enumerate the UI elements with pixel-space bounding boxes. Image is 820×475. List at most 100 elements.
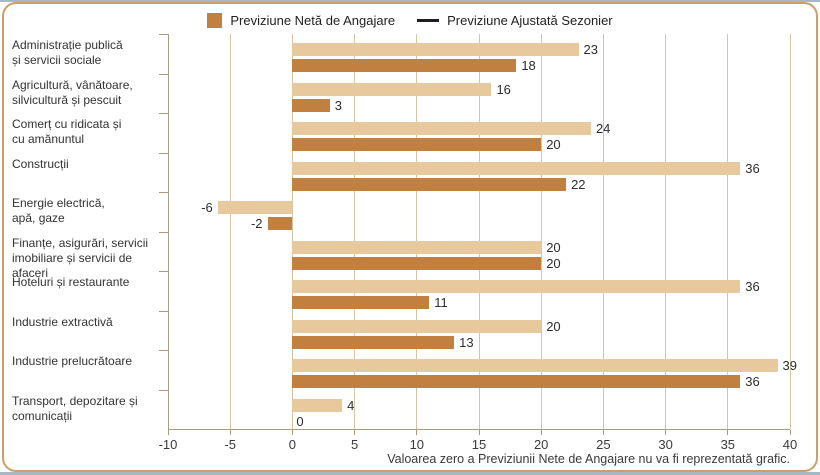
value-label: 20: [546, 255, 561, 271]
category-label-line: cu amănuntul: [12, 132, 85, 146]
value-label: 18: [521, 58, 536, 73]
x-axis-tick: [789, 430, 791, 435]
category-label: Construcții: [12, 153, 168, 193]
bar: [292, 280, 741, 293]
grid-line: [478, 34, 480, 429]
value-label: 20: [546, 137, 561, 152]
x-axis-tick-label: 35: [720, 437, 736, 452]
bar-row: 23 18: [168, 34, 790, 74]
bar-row: 20 13: [168, 311, 790, 351]
x-axis-tick-label: 20: [533, 437, 549, 452]
category-boundary-tick: [159, 271, 168, 272]
chart-footnote: Valoarea zero a Previziunii Nete de Anga…: [387, 452, 790, 466]
bar: [292, 319, 542, 333]
category-label: Hoteluri și restaurante: [12, 271, 168, 311]
category-label-line: apă, gaze: [12, 211, 65, 225]
value-label: 24: [595, 121, 611, 136]
plot-area: 23 18 16 3 24 20 36 22 -6 -2 20 20 36 11 20 13 39 36 4 0: [159, 34, 797, 430]
bar: [292, 375, 741, 388]
value-label: 36: [745, 279, 760, 294]
x-axis-tick-label: 25: [596, 437, 611, 452]
legend-label-seasonal: Previziune Ajustată Sezonier: [447, 12, 613, 28]
category-label-line: comunicații: [12, 408, 73, 423]
bar: [292, 177, 567, 191]
category-label: Transport, depozitare și comunicații: [12, 390, 168, 430]
category-label-line: Agricultură, vânătoare,: [12, 77, 133, 92]
value-label: 11: [434, 295, 448, 310]
value-label: 4: [347, 397, 355, 413]
category-label: Energie electrică, apă, gaze: [12, 192, 168, 232]
category-label-line: și servicii sociale: [12, 53, 102, 67]
window-edge-top: [0, 0, 820, 2]
bar: [292, 296, 430, 309]
category-boundary-tick: [159, 231, 168, 233]
bar: [292, 122, 591, 135]
category-boundary-tick: [159, 34, 168, 35]
category-label: Industrie extractivă: [12, 311, 168, 351]
category-label-line: imobiliare și servicii de afaceri: [12, 250, 133, 280]
category-label: Finanțe, asigurări, servicii imobiliare ș…: [12, 232, 168, 280]
grid-line: [540, 34, 542, 429]
bar-row: 24 20: [168, 113, 790, 153]
bar: [292, 43, 579, 56]
category-label-line: Energie electrică,: [12, 196, 105, 210]
value-label: 20: [546, 239, 561, 255]
category-label: Agricultură, vânătoare, silvicultură și p…: [12, 74, 168, 114]
grid-line: [354, 34, 356, 429]
grid-line: [416, 34, 418, 429]
value-label: -2: [250, 216, 263, 231]
bar: [267, 217, 293, 230]
bar: [217, 201, 293, 214]
category-label-line: silvicultură și pescuit: [12, 92, 122, 107]
category-boundary-tick: [159, 350, 168, 351]
category-label-line: Construcții: [12, 156, 69, 171]
value-label: 0: [296, 413, 304, 429]
category-label: Industrie prelucrătoare: [12, 350, 168, 390]
bar: [292, 398, 343, 412]
value-label: 36: [745, 160, 760, 176]
category-boundary-tick: [159, 310, 168, 312]
bar: [292, 59, 517, 72]
grid-line: [665, 34, 667, 429]
bar: [292, 335, 455, 349]
x-axis-tick: [602, 430, 604, 435]
grid-line: [291, 34, 293, 429]
value-label: -6: [201, 200, 213, 215]
x-axis-tick: [478, 430, 480, 435]
x-axis-tick: [229, 430, 231, 435]
x-axis-tick: [665, 430, 667, 435]
category-label-line: Industrie extractivă: [12, 314, 113, 329]
category-label: Comerț cu ridicata și cu amănuntul: [12, 113, 168, 153]
category-boundary-tick: [159, 192, 168, 193]
bar-row: 36 11: [168, 271, 790, 311]
bar-row: 39 36: [168, 350, 797, 390]
bar: [292, 138, 542, 151]
value-label: 23: [583, 42, 598, 57]
window-edge-bottom: [0, 472, 820, 475]
bar: [292, 240, 542, 254]
value-label: 22: [571, 176, 586, 192]
category-label-line: Finanțe, asigurări, servicii: [12, 235, 149, 250]
category-label-line: Transport, depozitare și: [12, 393, 138, 408]
x-axis-tick: [416, 430, 418, 435]
value-label: 13: [459, 334, 474, 350]
bar-row: 36 22: [168, 153, 790, 193]
x-axis-tick-label: 0: [288, 437, 297, 452]
bar-row: 20 20: [168, 232, 790, 272]
x-axis: -10 -5 0 5 10 15 20 25 30 35 40: [159, 429, 797, 452]
x-axis-tick: [167, 430, 169, 435]
value-label: 20: [546, 318, 561, 334]
category-boundary-tick: [159, 113, 168, 114]
x-axis-tick-label: -5: [224, 437, 236, 452]
value-label: 3: [334, 97, 342, 113]
category-label-line: Industrie prelucrătoare: [12, 354, 133, 368]
bar: [292, 256, 542, 270]
bar-chart: Administrație publică și servicii sociale…: [4, 34, 797, 466]
grid-line: [789, 34, 791, 429]
value-label: 36: [745, 374, 760, 389]
x-axis-tick-label: 40: [782, 437, 798, 452]
value-label: 39: [782, 358, 798, 373]
bar: [292, 161, 741, 175]
